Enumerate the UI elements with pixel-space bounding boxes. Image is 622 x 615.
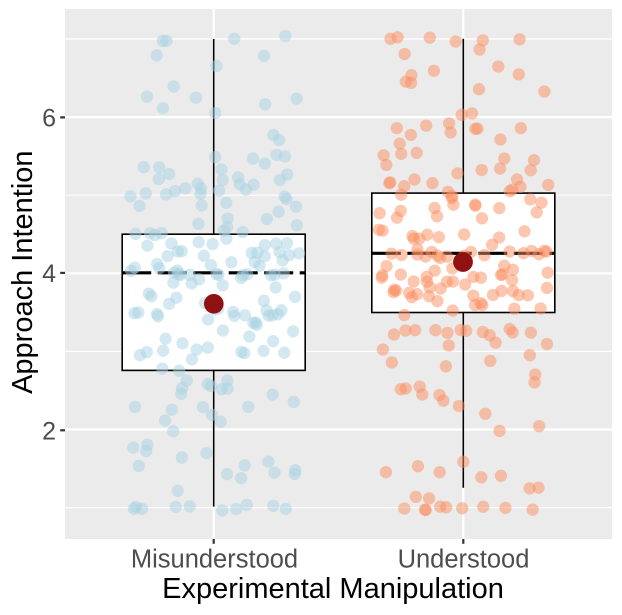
svg-text:Misunderstood: Misunderstood [131, 546, 298, 574]
svg-text:6: 6 [42, 105, 56, 133]
svg-text:2: 2 [42, 417, 56, 445]
svg-text:Approach Intention: Approach Intention [7, 150, 39, 393]
svg-text:4: 4 [42, 260, 56, 288]
svg-text:Understood: Understood [398, 546, 530, 574]
svg-text:Experimental Manipulation: Experimental Manipulation [162, 573, 504, 605]
